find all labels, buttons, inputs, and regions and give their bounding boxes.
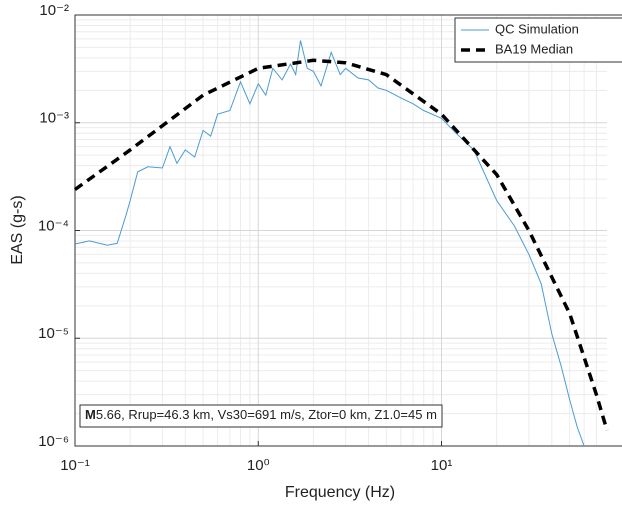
y-tick-label: 10⁻⁶ <box>38 433 69 450</box>
y-axis-label: EAS (g-s) <box>9 195 26 264</box>
y-tick-label: 10⁻² <box>39 2 69 19</box>
legend-label: BA19 Median <box>495 41 573 56</box>
y-tick-label: 10⁻⁴ <box>38 217 69 234</box>
plot-frame <box>74 14 622 447</box>
y-tick-label: 10⁻⁵ <box>38 325 69 342</box>
annotation-text: M5.66, Rrup=46.3 km, Vs30=691 m/s, Ztor=… <box>85 407 437 422</box>
x-tick-label: 10⁰ <box>247 457 270 474</box>
series-line <box>74 40 585 447</box>
annotation-symbol: M <box>85 407 96 422</box>
y-tick-label: 10⁻³ <box>39 110 69 127</box>
annotation-body: 5.66, Rrup=46.3 km, Vs30=691 m/s, Ztor=0… <box>96 407 437 422</box>
x-tick-label: 10⁻¹ <box>60 457 90 474</box>
annotation: M5.66, Rrup=46.3 km, Vs30=691 m/s, Ztor=… <box>79 404 443 428</box>
annotation-box <box>79 404 443 428</box>
x-tick-label: 10¹ <box>431 457 453 474</box>
series-line <box>73 58 609 431</box>
x-axis-label: Frequency (Hz) <box>285 484 395 501</box>
legend-box <box>454 17 622 63</box>
legend-label: QC Simulation <box>495 21 579 36</box>
